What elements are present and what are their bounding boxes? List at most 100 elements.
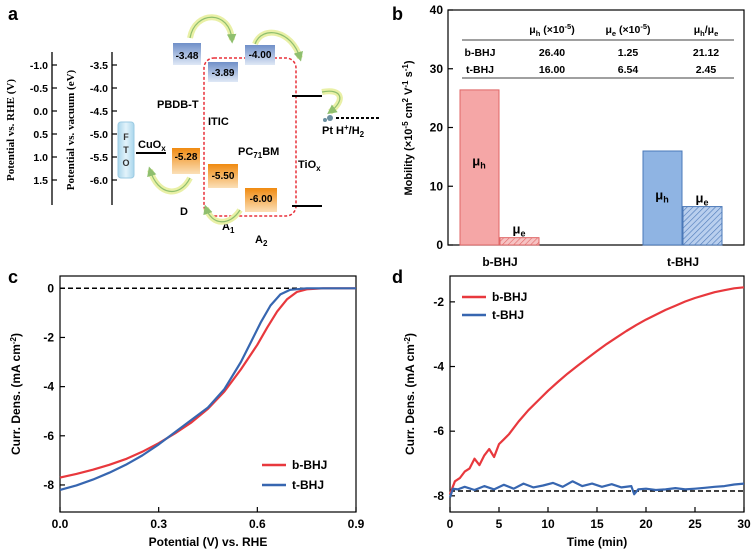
a2-label: A2 — [255, 234, 268, 248]
itic-lumo-value: -3.89 — [212, 68, 235, 79]
series-line-t-bhj — [59, 287, 356, 491]
pcbm-homo-value: -6.00 — [250, 194, 273, 205]
bar-label: μh — [472, 154, 485, 171]
plot-frame — [59, 275, 357, 513]
panel-label-b: b — [392, 4, 403, 24]
electron-transfer-arrow-1 — [187, 14, 235, 41]
x-tick-label: 20 — [639, 517, 653, 531]
cuox-label: CuOx — [138, 139, 166, 153]
donor-label: D — [180, 206, 188, 218]
fto-electrode — [117, 121, 135, 179]
legend-label-t-bhj: t-BHJ — [292, 478, 324, 492]
axis-ticks: 0.0 0.3 0.6 0.9 0 -2 -4 -6 -8 — [43, 281, 364, 531]
table-cell: 21.12 — [693, 47, 719, 59]
vac-tick-label: -5.0 — [90, 129, 108, 141]
legend-label-t-bhj: t-BHJ — [492, 308, 524, 322]
pt-label: Pt H+/H2 — [322, 123, 365, 139]
rhe-tick-label: 1.0 — [33, 152, 48, 164]
pbdbt-label: PBDB-T — [157, 99, 199, 111]
axis-ticks: 0 5 10 15 20 25 30 -2 -4 -6 -8 — [433, 295, 751, 531]
pbdbt-lumo — [173, 43, 201, 65]
electron-transfer-arrow-3 — [321, 88, 343, 115]
x-tick-label: 0 — [447, 517, 454, 531]
x-tick-label: 0.0 — [52, 517, 69, 531]
rhe-tick-label: 1.5 — [33, 175, 48, 187]
vac-tick-label: -3.5 — [90, 60, 108, 72]
itic-homo — [208, 164, 238, 188]
rhe-tick-label: 0.5 — [33, 129, 48, 141]
pt-particle-icon — [323, 118, 327, 122]
panel-label-d: d — [392, 267, 403, 287]
y-axis-label: Curr. Dens. (mA cm-2) — [9, 333, 23, 455]
y-ticks: 0 10 20 30 40 — [430, 3, 453, 252]
panel-b: b 0 10 20 30 40 Mobility (×10-5 cm2 V-1 s-1)… — [392, 3, 745, 269]
legend: b-BHJ t-BHJ — [462, 290, 527, 322]
hole-transfer-arrow-1 — [203, 204, 241, 223]
hole-transfer-arrow-2 — [147, 166, 191, 193]
y-tick-label: 0 — [436, 238, 443, 252]
vac-tick-label: -6.0 — [90, 175, 108, 187]
panel-label-c: c — [8, 267, 18, 287]
bar-label: μe — [696, 191, 709, 208]
series-line-b-bhj — [59, 287, 356, 479]
x-tick-label: 0.9 — [348, 517, 365, 531]
y-tick-label: 0 — [47, 281, 54, 295]
category-label-b-bhj: b-BHJ — [482, 255, 517, 269]
y-tick-label: -6 — [43, 429, 54, 443]
table-rows: b-BHJ 26.40 1.25 21.12 t-BHJ 16.00 6.54 2.45 — [465, 47, 720, 76]
pbdbt-homo-value: -5.28 — [175, 152, 198, 163]
bar-label: μh — [655, 187, 668, 204]
table-header-mu-h: μh (×10-5) — [529, 22, 574, 38]
bars: μh μe μh μe — [459, 89, 723, 246]
table-header-mu-e: μe (×10-5) — [605, 22, 650, 38]
panel-c: c 0.0 0.3 0.6 0.9 0 -2 -4 -6 -8 Potential (V) vs… — [8, 267, 365, 549]
series-line-t-bhj — [448, 480, 745, 498]
table-cell: 26.40 — [539, 47, 565, 59]
pcbm-lumo — [245, 45, 275, 65]
y-tick-label: -6 — [433, 424, 444, 438]
table-cell: 1.25 — [618, 47, 639, 59]
series-line-b-bhj — [448, 286, 745, 495]
tiox-label: TiOx — [298, 159, 321, 173]
table-cell: b-BHJ — [465, 47, 496, 59]
bar-mu-h-t-bhj — [642, 150, 683, 246]
table-cell: 2.45 — [696, 64, 717, 76]
x-tick-label: 25 — [688, 517, 702, 531]
pbdbt-lumo-value: -3.48 — [176, 51, 199, 62]
a1-label: A1 — [222, 221, 235, 235]
table-cell: 16.00 — [539, 64, 565, 76]
bar-mu-e-t-bhj — [682, 206, 723, 246]
y-tick-label: -8 — [433, 489, 444, 503]
bar-mu-h-b-bhj — [459, 89, 500, 246]
pcbm-label: PC71BM — [238, 146, 279, 160]
table-cell: t-BHJ — [466, 64, 494, 76]
x-tick-label: 0.6 — [249, 517, 266, 531]
pcbm-homo — [245, 188, 277, 212]
itic-lumo — [208, 62, 238, 82]
y-axis-label: Curr. Dens. (mA cm-2) — [403, 333, 417, 455]
bar-mu-e-b-bhj — [499, 237, 540, 246]
mobility-table: μh (×10-5) μe (×10-5) μh/μe b-BHJ 26.40 1.… — [462, 22, 734, 79]
y-tick-label: 20 — [430, 121, 444, 135]
x-tick-label: 10 — [541, 517, 555, 531]
rhe-axis-label: Potential vs. RHE (V) — [5, 79, 17, 181]
y-tick-label: -8 — [43, 478, 54, 492]
panel-d: d 0 5 10 15 20 25 30 -2 -4 -6 -8 Time (min) Curr. … — [392, 267, 751, 549]
electron-transfer-arrow-1 — [189, 16, 237, 44]
y-axis-label: Mobility (×10-5 cm2 V-1 s-1) — [401, 60, 415, 195]
x-axis-label: Potential (V) vs. RHE — [149, 535, 268, 549]
electron-transfer-arrow-3 — [321, 90, 341, 115]
x-tick-label: 30 — [737, 517, 751, 531]
itic-homo-value: -5.50 — [212, 171, 235, 182]
table-header-ratio: μh/μe — [694, 24, 719, 38]
y-tick-label: 30 — [430, 62, 444, 76]
electron-transfer-arrow-2 — [254, 32, 303, 62]
series-lines — [448, 286, 745, 498]
rhe-tick-label: -1.0 — [30, 60, 48, 72]
x-tick-label: 0.3 — [150, 517, 167, 531]
fto-letter-f: F — [123, 132, 129, 142]
rhe-tick-label: 0.0 — [33, 106, 48, 118]
y-tick-label: -4 — [43, 380, 54, 394]
table-cell: 6.54 — [618, 64, 639, 76]
